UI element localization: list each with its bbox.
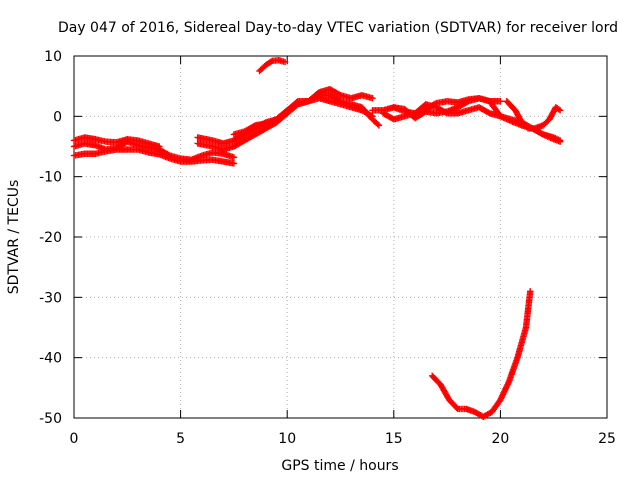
y-tick-label: -40 (39, 351, 62, 367)
y-tick-label: -20 (39, 230, 62, 246)
data-points (70, 57, 564, 420)
x-axis-title: GPS time / hours (281, 458, 398, 474)
series-arc-c (70, 134, 163, 150)
data-point (431, 100, 439, 108)
y-tick-labels: 10 0 -10 -20 -30 -40 -50 (39, 49, 62, 427)
x-tick-label: 10 (278, 431, 296, 447)
x-tick-labels: 0 5 10 15 20 25 (70, 431, 616, 447)
data-point (374, 120, 381, 128)
data-point (369, 113, 376, 120)
plot-frame (73, 55, 608, 419)
x-tick-label: 5 (176, 431, 185, 447)
data-point (556, 107, 564, 114)
y-tick-label: -10 (39, 170, 62, 186)
data-point (230, 160, 238, 167)
y-tick-label: 0 (53, 109, 62, 125)
data-point (497, 98, 504, 105)
data-point (555, 106, 562, 113)
data-point (230, 154, 238, 161)
x-tick-label: 15 (385, 431, 403, 447)
chart-title: Day 047 of 2016, Sidereal Day-to-day VTE… (58, 20, 618, 36)
axis-ticks (73, 55, 608, 419)
series-arc-i (379, 95, 564, 145)
series-arc-k (503, 98, 564, 132)
data-point (367, 112, 375, 119)
grid-lines (74, 56, 607, 418)
data-point (485, 109, 492, 116)
data-point (523, 123, 531, 131)
data-point (335, 91, 343, 98)
data-point (281, 58, 289, 66)
data-point (267, 58, 275, 65)
data-point (293, 101, 300, 109)
series-arc-f (230, 85, 376, 138)
series-arc-b (70, 146, 238, 167)
data-point (463, 98, 471, 106)
data-point (369, 95, 376, 102)
y-tick-label: 10 (44, 49, 62, 65)
data-point (556, 138, 564, 145)
y-axis-title: SDTVAR / TECUs (6, 180, 22, 295)
y-tick-label: -30 (39, 290, 62, 306)
x-tick-label: 0 (70, 431, 79, 447)
data-point (375, 122, 383, 129)
x-tick-label: 25 (598, 431, 616, 447)
series-arc-g (256, 57, 289, 75)
series-arc-l (428, 288, 534, 420)
x-tick-label: 20 (491, 431, 509, 447)
series-arc-j (390, 95, 504, 122)
y-tick-label: -50 (39, 411, 62, 427)
data-point (250, 122, 258, 130)
data-point (156, 143, 163, 150)
data-point (527, 288, 534, 295)
